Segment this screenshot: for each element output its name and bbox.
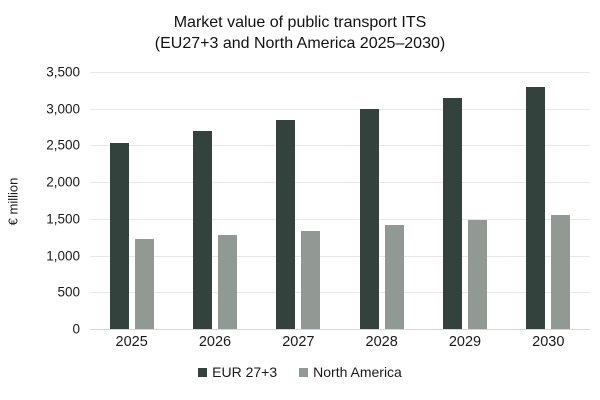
bar-group-2026	[173, 72, 256, 329]
bar-group-2025	[90, 72, 173, 329]
legend-label: North America	[313, 364, 402, 380]
y-tick-label: 1,000	[46, 248, 80, 264]
legend: EUR 27+3 North America	[0, 364, 600, 380]
bar-north-america-2027	[301, 230, 321, 329]
bar-eur-27-3-2025	[109, 142, 129, 329]
legend-item-eur-27-3: EUR 27+3	[198, 364, 277, 380]
gridline	[90, 182, 590, 184]
bar-eur-27-3-2030	[526, 86, 546, 329]
bar-group-2027	[257, 72, 340, 329]
gridline	[90, 145, 590, 147]
bar-groups	[90, 72, 590, 329]
x-tick-label-2029: 2029	[448, 334, 482, 350]
bar-north-america-2025	[134, 239, 154, 329]
gridline	[90, 255, 590, 257]
chart-title-line1: Market value of public transport ITS	[173, 14, 427, 31]
x-tick-label-2026: 2026	[198, 334, 232, 350]
x-tick-label-2028: 2028	[365, 334, 398, 350]
gridline	[90, 72, 590, 73]
chart-title: Market value of public transport ITS (EU…	[0, 12, 600, 54]
y-axis-ticks: 3,500 3,000 2,500 2,000 1,500 1,000 500 0	[0, 65, 80, 337]
y-tick-label: 2,000	[46, 174, 80, 190]
y-tick-label: 2,500	[46, 137, 80, 153]
y-tick-label: 1,500	[46, 211, 80, 227]
bar-eur-27-3-2029	[442, 97, 462, 329]
bar-group-2030	[507, 72, 590, 329]
bar-group-2029	[423, 72, 506, 329]
x-tick-label-2027: 2027	[282, 334, 315, 350]
gridline	[90, 292, 590, 294]
bar-group-2028	[340, 72, 423, 329]
x-tick-label-2030: 2030	[532, 334, 565, 350]
bar-north-america-2029	[467, 220, 487, 329]
bar-eur-27-3-2027	[276, 119, 296, 329]
x-axis-ticks: 2025 2026 2027 2028 2029 2030	[90, 334, 590, 350]
gridline	[90, 108, 590, 110]
legend-item-north-america: North America	[299, 364, 402, 380]
legend-swatch-icon	[198, 367, 208, 377]
bar-north-america-2028	[384, 225, 404, 329]
plot-area	[90, 72, 590, 330]
bar-eur-27-3-2026	[192, 131, 212, 329]
bar-north-america-2026	[217, 235, 237, 329]
gridline	[90, 218, 590, 220]
legend-label: EUR 27+3	[212, 364, 278, 380]
x-axis-baseline	[90, 329, 590, 330]
x-tick-label-2025: 2025	[115, 334, 148, 350]
bar-eur-27-3-2028	[359, 108, 379, 329]
legend-swatch-icon	[299, 367, 309, 377]
y-tick-label: 0	[72, 321, 80, 337]
y-tick-label: 3,500	[46, 64, 80, 80]
y-tick-label: 500	[57, 284, 80, 300]
bar-north-america-2030	[551, 215, 571, 329]
chart-title-line2: (EU27+3 and North America 2025–2030)	[154, 35, 446, 52]
y-tick-label: 3,000	[46, 101, 80, 117]
